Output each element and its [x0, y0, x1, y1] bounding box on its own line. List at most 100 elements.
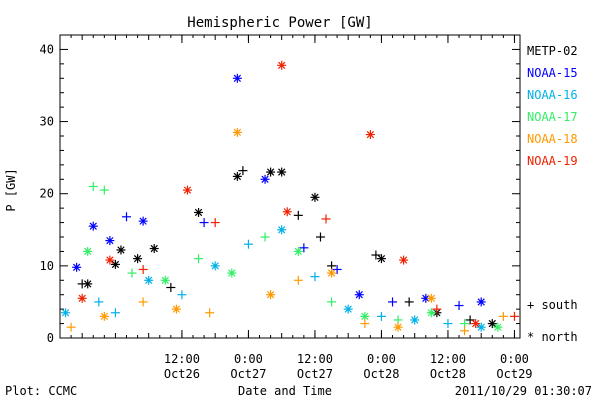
x-tick-label: 12:00 — [297, 352, 333, 366]
x-tick-sublabel: Oct28 — [430, 367, 466, 381]
data-point — [105, 255, 115, 265]
data-point — [426, 293, 436, 303]
data-point — [432, 304, 442, 314]
data-point — [327, 268, 337, 278]
x-tick-sublabel: Oct28 — [363, 367, 399, 381]
legend-entry: NOAA-18 — [527, 132, 578, 146]
data-point — [277, 167, 287, 177]
legend-entry: NOAA-17 — [527, 110, 578, 124]
data-point — [266, 290, 276, 300]
data-point — [498, 311, 508, 321]
data-point — [277, 225, 287, 235]
data-point — [66, 322, 76, 332]
marker-legend: + south * north — [527, 298, 578, 344]
data-point — [354, 290, 364, 300]
data-point — [166, 283, 176, 292]
x-tick-sublabel: Oct27 — [230, 367, 266, 381]
data-point — [371, 250, 381, 260]
data-point — [443, 319, 453, 329]
data-point — [393, 322, 403, 332]
x-tick-sublabel: Oct26 — [164, 367, 200, 381]
data-point — [493, 322, 503, 332]
data-point — [388, 297, 398, 307]
legend-entry: METP-02 — [527, 44, 578, 58]
data-point — [238, 166, 248, 176]
data-point — [182, 185, 192, 195]
data-point — [138, 264, 148, 274]
x-axis: 12:00Oct260:00Oct2712:00Oct270:00Oct2812… — [59, 35, 533, 381]
y-tick-label: 10 — [40, 259, 54, 273]
data-point — [88, 182, 98, 191]
y-tick-label: 30 — [40, 115, 54, 129]
data-point — [205, 308, 215, 318]
y-tick-label: 0 — [47, 331, 54, 345]
data-point — [72, 262, 82, 272]
data-point — [360, 319, 370, 329]
data-point — [110, 259, 120, 269]
data-point — [232, 171, 242, 181]
x-tick-label: 12:00 — [164, 352, 200, 366]
data-point — [99, 185, 109, 195]
data-point — [99, 311, 109, 321]
data-point — [454, 301, 464, 311]
data-point — [144, 275, 154, 285]
data-point — [487, 319, 497, 329]
data-point — [310, 192, 320, 202]
data-point — [476, 297, 486, 307]
x-axis-label: Date and Time — [238, 384, 332, 398]
data-point — [194, 254, 204, 264]
data-point — [509, 311, 519, 321]
y-axis: 0 10 20 30 40 — [40, 34, 520, 345]
data-point — [460, 326, 470, 336]
y-tick-label: 20 — [40, 187, 54, 201]
legend-entry: NOAA-15 — [527, 66, 578, 80]
data-point — [122, 212, 132, 222]
y-axis-label: P [GW] — [4, 168, 18, 211]
data-point — [299, 243, 309, 253]
data-point — [227, 268, 237, 278]
x-tick-label: 0:00 — [500, 352, 529, 366]
data-point — [138, 297, 148, 307]
data-point — [399, 255, 409, 265]
data-point — [266, 167, 276, 177]
data-point — [210, 261, 220, 271]
data-point — [210, 218, 220, 228]
plot-timestamp: 2011/10/29 01:30:07 — [455, 384, 592, 398]
data-point — [376, 254, 386, 264]
data-point — [293, 275, 303, 285]
data-point — [116, 245, 126, 255]
x-tick-label: 0:00 — [367, 352, 396, 366]
data-point — [321, 214, 331, 224]
data-point — [404, 297, 414, 307]
chart-title: Hemispheric Power [GW] — [187, 15, 372, 31]
data-point — [343, 304, 353, 314]
data-point — [77, 293, 87, 303]
x-tick-sublabel: Oct27 — [297, 367, 333, 381]
legend-entry: NOAA-16 — [527, 88, 578, 102]
data-point — [410, 315, 420, 325]
data-point — [327, 297, 337, 307]
marker-legend-entry: * north — [527, 330, 578, 344]
data-point — [365, 130, 375, 140]
data-point — [61, 308, 71, 318]
data-point — [194, 207, 204, 217]
data-point — [177, 290, 187, 300]
data-point — [83, 279, 93, 289]
data-point — [315, 232, 325, 242]
data-point — [232, 127, 242, 137]
data-point — [293, 246, 303, 256]
x-tick-label: 0:00 — [234, 352, 263, 366]
data-point — [171, 304, 181, 314]
data-point — [83, 246, 93, 256]
data-point — [260, 174, 270, 184]
data-point — [277, 60, 287, 70]
x-tick-sublabel: Oct29 — [496, 367, 532, 381]
marker-legend-entry: + south — [527, 298, 578, 312]
data-point — [133, 254, 143, 264]
plot-frame — [59, 34, 521, 339]
data-point — [138, 216, 148, 226]
data-point — [465, 315, 475, 325]
data-point — [293, 210, 303, 220]
data-point — [149, 244, 159, 254]
data-point — [88, 221, 98, 231]
